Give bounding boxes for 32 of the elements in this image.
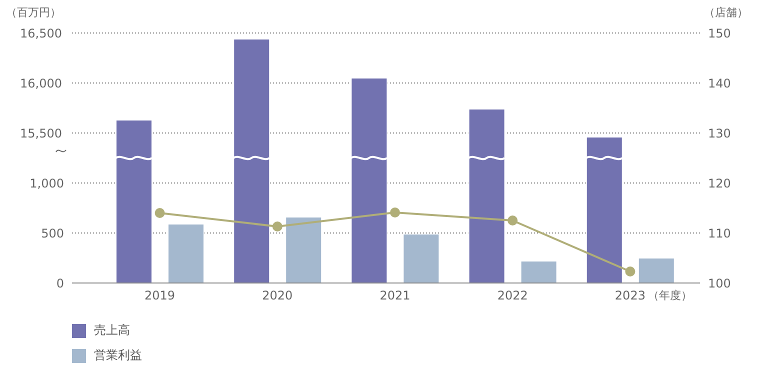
legend-label: 売上高: [94, 322, 130, 339]
bar: [168, 224, 204, 283]
y2-axis-title: （店舗）: [704, 6, 748, 19]
y3-tick-label: 15,500: [20, 126, 62, 140]
point: [154, 208, 165, 218]
x-tick-label: 2021: [380, 288, 410, 303]
x-tick-label: 2023: [614, 288, 646, 303]
bar: [520, 260, 558, 283]
point: [625, 266, 636, 276]
point: [272, 222, 282, 232]
y2-tick-label: 120: [708, 176, 731, 190]
x-tick-label: 2020: [262, 288, 293, 303]
y-axis-title: （百万円）: [6, 6, 61, 19]
y2-tick-label: 100: [708, 276, 731, 290]
bar: [638, 258, 675, 283]
point: [390, 208, 400, 218]
y2-tick-label: 110: [708, 226, 731, 240]
legend-label: 営業利益: [94, 347, 142, 364]
point: [508, 216, 518, 226]
y2-tick-label: 140: [708, 76, 731, 90]
y2-tick-label: 150: [708, 26, 731, 40]
bar: [285, 216, 322, 283]
y2-tick-label: 130: [708, 126, 731, 140]
y-tick-label: 500: [41, 226, 64, 240]
y-tick-label: 0: [56, 276, 64, 290]
y3-tick-label: 16,000: [20, 76, 62, 90]
y3-tick-label: 16,500: [20, 26, 62, 40]
y-tick-label: 1,000: [30, 176, 64, 190]
x-tick-label: 2022: [497, 288, 528, 303]
bar: [402, 234, 440, 283]
x-tick-label: 2019: [144, 288, 176, 303]
x-axis-title: （年度）: [648, 289, 692, 302]
